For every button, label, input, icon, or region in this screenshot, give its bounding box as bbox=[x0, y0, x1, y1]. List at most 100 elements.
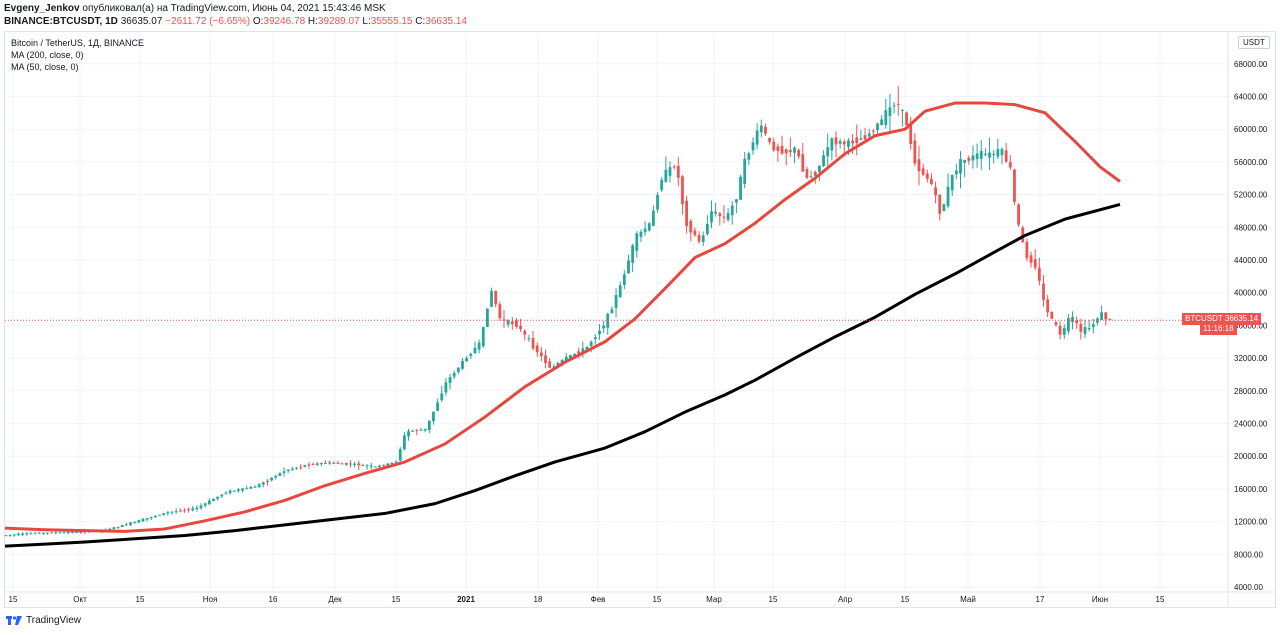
x-tick-label: 16 bbox=[269, 595, 278, 604]
candle-body bbox=[303, 465, 307, 467]
candle-body bbox=[54, 532, 58, 534]
candle-body bbox=[1079, 323, 1083, 332]
candle-body bbox=[589, 341, 593, 346]
candle-body bbox=[544, 355, 547, 364]
currency-button[interactable]: USDT bbox=[1238, 36, 1270, 49]
candle-body bbox=[730, 205, 734, 216]
candle-body bbox=[357, 463, 361, 466]
candle-body bbox=[793, 147, 796, 153]
candle-body bbox=[456, 367, 460, 372]
legend-title[interactable]: Bitcoin / TetherUS, 1Д, BINANCE bbox=[11, 38, 144, 48]
ma50-line bbox=[4, 101, 1121, 533]
candle-body bbox=[863, 135, 867, 140]
candle-body bbox=[170, 511, 174, 513]
candle-body bbox=[1042, 283, 1045, 300]
publish-info: Evgeny_Jenkov опубликовал(а) на TradingV… bbox=[4, 3, 386, 14]
candle-body bbox=[261, 482, 265, 485]
candle-body bbox=[776, 146, 780, 151]
candle-body bbox=[33, 533, 37, 535]
candle-body bbox=[847, 140, 850, 147]
candle-body bbox=[747, 153, 751, 160]
candle-body bbox=[639, 231, 643, 237]
candle-body bbox=[1100, 312, 1103, 320]
footer-brand[interactable]: TradingView bbox=[26, 615, 82, 626]
candle-body bbox=[440, 393, 444, 401]
candle-body bbox=[1029, 255, 1033, 263]
candle-body bbox=[398, 449, 402, 461]
candle-body bbox=[975, 153, 979, 160]
candle-body bbox=[647, 223, 651, 231]
candle-body bbox=[942, 204, 946, 212]
candle-body bbox=[851, 140, 854, 144]
candle-body bbox=[921, 168, 925, 175]
candle-body bbox=[1008, 162, 1012, 168]
candle-body bbox=[25, 533, 29, 535]
candle-body bbox=[581, 348, 585, 354]
candle-body bbox=[996, 149, 1000, 157]
candle-body bbox=[710, 211, 713, 223]
candle-body bbox=[905, 112, 908, 126]
candle-body bbox=[660, 179, 664, 191]
candle-body bbox=[191, 508, 195, 511]
grid bbox=[5, 33, 1228, 592]
candle-body bbox=[1054, 322, 1058, 325]
candle-body bbox=[41, 532, 45, 534]
candle-body bbox=[224, 492, 228, 494]
candle-body bbox=[58, 532, 62, 534]
candle-body bbox=[50, 532, 54, 534]
candle-body bbox=[934, 187, 937, 196]
candle-body bbox=[133, 521, 137, 524]
candle-body bbox=[71, 531, 74, 533]
candle-body bbox=[946, 186, 950, 207]
candle-body bbox=[66, 532, 70, 534]
candle-body bbox=[4, 535, 8, 537]
candle-body bbox=[901, 109, 904, 111]
candle-body bbox=[963, 160, 967, 163]
footer: TradingView bbox=[6, 615, 81, 626]
candle-body bbox=[743, 158, 747, 184]
candle-body bbox=[1062, 327, 1066, 335]
candle-body bbox=[705, 223, 709, 235]
candle-body bbox=[12, 534, 16, 536]
candle-body bbox=[490, 291, 493, 307]
candle-body bbox=[498, 304, 502, 319]
candle-body bbox=[174, 511, 178, 513]
candle-body bbox=[1058, 325, 1062, 335]
candle-body bbox=[162, 513, 166, 515]
legend-ma200[interactable]: MA (200, close, 0) bbox=[11, 50, 84, 60]
candle-body bbox=[311, 463, 315, 465]
candle-body bbox=[116, 526, 120, 528]
candle-body bbox=[324, 462, 327, 464]
candle-body bbox=[772, 141, 776, 151]
candle-body bbox=[436, 402, 439, 411]
candle-body bbox=[602, 325, 605, 329]
candle-body bbox=[282, 471, 286, 473]
y-tick-label: 48000.00 bbox=[1234, 223, 1268, 232]
candle-body bbox=[564, 356, 568, 363]
chart-frame[interactable] bbox=[4, 31, 1276, 608]
x-tick-label: 17 bbox=[1036, 595, 1045, 604]
time-axis[interactable]: 15 Окт 15 Ноя 16 Дек 15 2021 18 Фев 15 Мар 15 Апр 15 Ма… bbox=[9, 595, 1165, 604]
candle-body bbox=[1017, 204, 1020, 225]
candle-body bbox=[1104, 312, 1108, 320]
x-tick-label: 15 bbox=[392, 595, 401, 604]
candle-body bbox=[17, 533, 20, 536]
candle-body bbox=[237, 489, 240, 492]
candle-body bbox=[129, 522, 132, 525]
price-axis[interactable]: 68000.00 64000.00 60000.00 56000.00 52000.00… bbox=[5, 31, 1276, 608]
candle-body bbox=[656, 194, 659, 210]
tradingview-logo-icon[interactable] bbox=[6, 615, 22, 626]
candle-body bbox=[382, 464, 386, 466]
candle-body bbox=[614, 295, 618, 308]
l-label: L: bbox=[362, 16, 371, 27]
candle-body bbox=[1033, 259, 1037, 268]
ma200-line bbox=[4, 202, 1121, 548]
legend-ma50[interactable]: MA (50, close, 0) bbox=[11, 62, 79, 72]
author-name[interactable]: Evgeny_Jenkov bbox=[4, 3, 80, 14]
candle-body bbox=[320, 463, 323, 465]
y-tick-label: 8000.00 bbox=[1234, 550, 1263, 559]
candle-body bbox=[195, 507, 199, 510]
candle-body bbox=[394, 461, 398, 463]
candle-body bbox=[838, 141, 842, 144]
